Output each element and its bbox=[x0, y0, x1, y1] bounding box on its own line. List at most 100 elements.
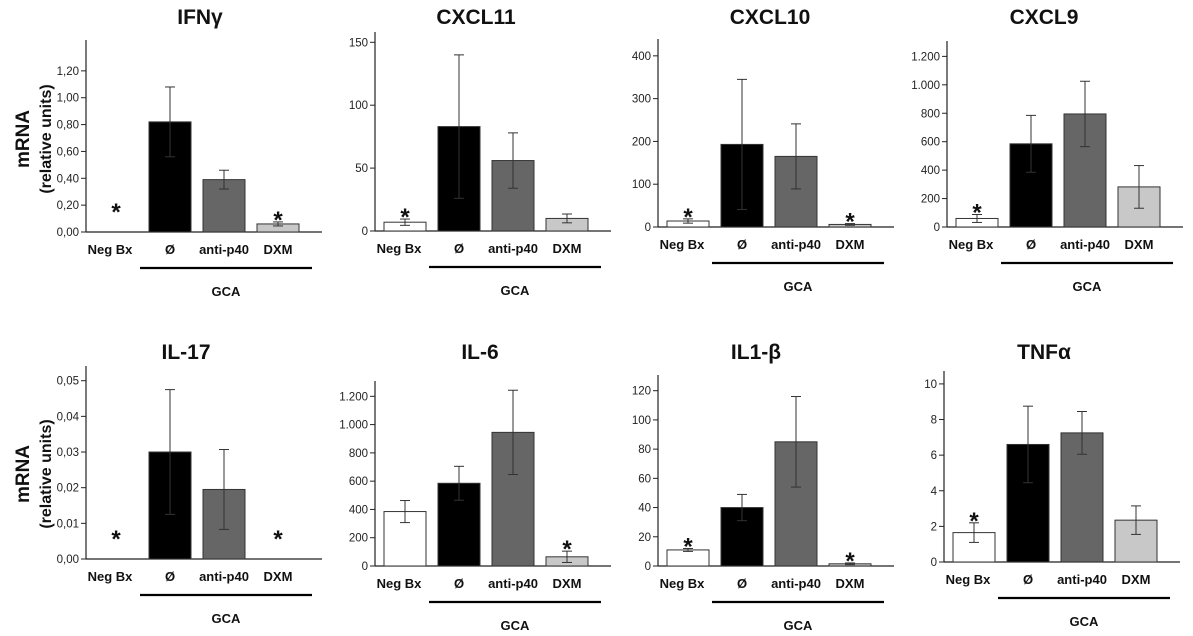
y-tick-label: 0 bbox=[362, 226, 368, 238]
y-tick-label: 6 bbox=[931, 450, 937, 462]
chart-title: TNFα bbox=[1017, 341, 1071, 364]
y-tick-label: 0,02 bbox=[57, 483, 79, 495]
y-tick-label: 150 bbox=[349, 37, 368, 49]
significance-star: * bbox=[400, 204, 410, 231]
ylabel-bottom-line1: mRNA bbox=[13, 445, 34, 503]
y-tick-label: 80 bbox=[638, 444, 651, 456]
y-tick-label: 100 bbox=[632, 179, 651, 191]
y-tick-label: 0,40 bbox=[57, 173, 79, 185]
y-tick-label: 200 bbox=[349, 533, 368, 545]
chart-title: CXCL11 bbox=[436, 6, 516, 29]
category-label: Ø bbox=[1023, 572, 1033, 587]
y-tick-label: 0,04 bbox=[57, 411, 80, 423]
y-tick-label: 1.200 bbox=[911, 51, 940, 63]
chart-title: IL1-β bbox=[731, 341, 781, 364]
y-tick-label: 10 bbox=[924, 379, 937, 391]
y-tick-label: 4 bbox=[931, 486, 938, 498]
y-tick-label: 40 bbox=[638, 503, 651, 515]
category-label: Neg Bx bbox=[88, 242, 134, 257]
category-label: Ø bbox=[1026, 237, 1036, 252]
ylabel-top: mRNA (relative units) bbox=[13, 84, 55, 193]
y-tick-label: 1.000 bbox=[911, 80, 940, 92]
category-label: DXM bbox=[836, 576, 865, 591]
y-tick-label: 800 bbox=[349, 448, 368, 460]
category-label: Ø bbox=[737, 576, 747, 591]
chart-title: IFNγ bbox=[177, 6, 223, 29]
y-tick-label: 300 bbox=[632, 94, 651, 106]
ylabel-top-line2: (relative units) bbox=[38, 84, 55, 193]
group-label: GCA bbox=[784, 279, 814, 294]
chart-ifng: IFNγ 0,00 0,20 0,40 0,60 0,80 1,00 1,20 * Neg Bx Ø… bbox=[57, 6, 322, 299]
y-tick-label: 0 bbox=[645, 222, 651, 234]
category-label: anti-p40 bbox=[1057, 572, 1107, 587]
y-tick-label: 0,60 bbox=[57, 146, 79, 158]
y-tick-label: 0,05 bbox=[57, 376, 79, 388]
y-tick-label: 100 bbox=[632, 415, 651, 427]
ylabel-top-line1: mRNA bbox=[13, 110, 34, 168]
category-label: Neg Bx bbox=[946, 572, 992, 587]
y-tick-label: 8 bbox=[931, 415, 937, 427]
group-label: GCA bbox=[212, 611, 242, 626]
y-tick-label: 0 bbox=[931, 557, 937, 569]
y-tick-label: 20 bbox=[638, 532, 651, 544]
category-label: anti-p40 bbox=[771, 237, 821, 252]
y-tick-label: 1.200 bbox=[339, 391, 368, 403]
y-tick-label: 1.000 bbox=[339, 420, 368, 432]
category-label: DXM bbox=[264, 242, 293, 257]
y-tick-label: 400 bbox=[349, 504, 368, 516]
y-tick-label: 400 bbox=[921, 165, 940, 177]
category-label: Neg Bx bbox=[377, 576, 423, 591]
category-label: Ø bbox=[454, 576, 464, 591]
y-tick-label: 800 bbox=[921, 108, 940, 120]
chart-title: CXCL10 bbox=[730, 6, 811, 29]
category-label: Ø bbox=[737, 237, 747, 252]
chart-title: IL-17 bbox=[161, 341, 210, 364]
category-label: DXM bbox=[553, 241, 582, 256]
group-label: GCA bbox=[784, 618, 814, 631]
category-label: Neg Bx bbox=[88, 569, 134, 584]
category-label: Ø bbox=[165, 569, 175, 584]
y-tick-label: 200 bbox=[632, 136, 651, 148]
y-tick-label: 0,00 bbox=[57, 227, 79, 239]
significance-star: * bbox=[273, 526, 283, 553]
y-tick-label: 2 bbox=[931, 521, 937, 533]
y-tick-label: 600 bbox=[921, 137, 940, 149]
y-tick-label: 1,00 bbox=[57, 93, 79, 105]
category-label: DXM bbox=[1122, 572, 1151, 587]
y-tick-label: 100 bbox=[349, 100, 368, 112]
category-label: Ø bbox=[165, 242, 175, 257]
significance-star: * bbox=[111, 526, 121, 553]
y-tick-label: 120 bbox=[632, 386, 651, 398]
y-tick-label: 50 bbox=[355, 163, 368, 175]
category-label: anti-p40 bbox=[488, 576, 538, 591]
y-tick-label: 0 bbox=[362, 561, 368, 573]
category-label: Neg Bx bbox=[660, 576, 706, 591]
y-tick-label: 0 bbox=[645, 561, 651, 573]
y-tick-label: 60 bbox=[638, 473, 651, 485]
y-tick-label: 0,01 bbox=[57, 518, 79, 530]
y-tick-label: 1,20 bbox=[57, 66, 79, 78]
significance-star: * bbox=[969, 508, 979, 535]
significance-star: * bbox=[273, 207, 283, 234]
ylabel-bottom-line2: (relative units) bbox=[38, 419, 55, 528]
category-label: Ø bbox=[454, 241, 464, 256]
y-tick-label: 0,00 bbox=[57, 554, 79, 566]
significance-star: * bbox=[845, 209, 855, 236]
y-tick-label: 0,80 bbox=[57, 120, 79, 132]
category-label: DXM bbox=[553, 576, 582, 591]
ylabel-bottom: mRNA (relative units) bbox=[13, 419, 55, 528]
y-tick-label: 600 bbox=[349, 476, 368, 488]
group-label: GCA bbox=[212, 284, 242, 299]
chart-title: CXCL9 bbox=[1010, 6, 1079, 29]
chart-title: IL-6 bbox=[461, 341, 498, 364]
y-tick-label: 0,03 bbox=[57, 447, 79, 459]
